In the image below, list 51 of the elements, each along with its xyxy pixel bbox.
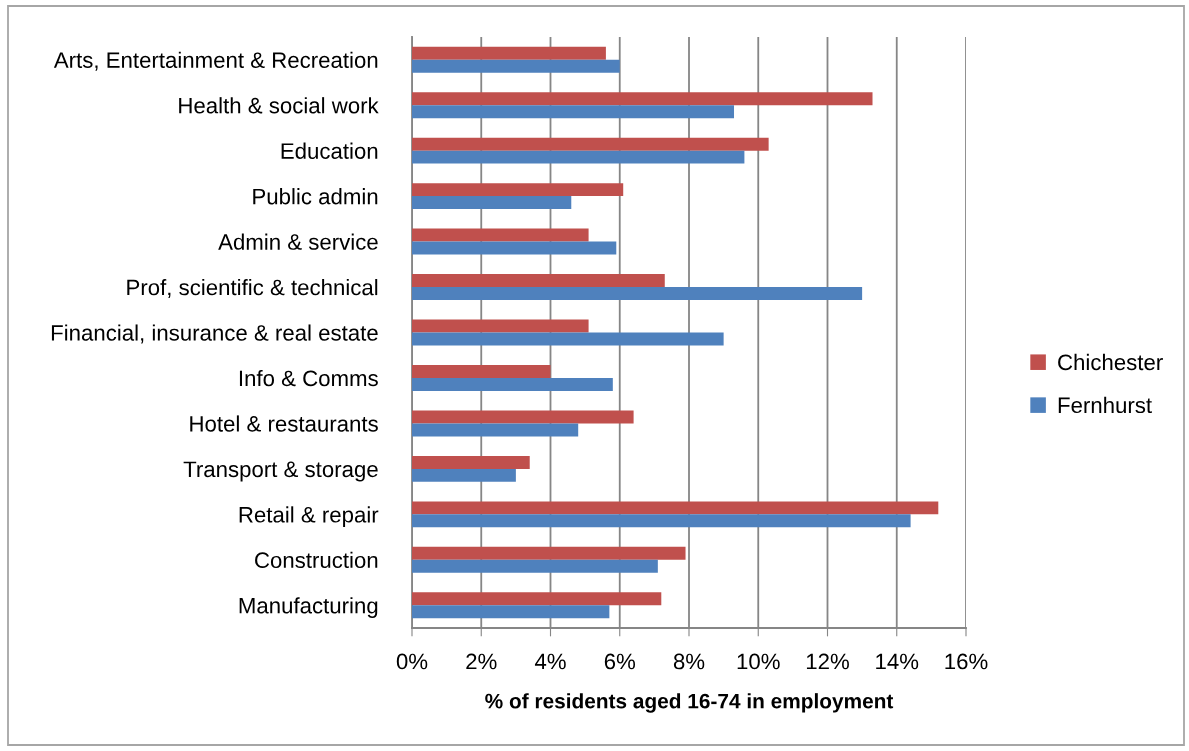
legend-label: Fernhurst xyxy=(1058,396,1152,414)
x-tick-label: 4% xyxy=(534,653,566,670)
y-tick-label: Admin & service xyxy=(218,233,378,250)
x-tick-label: 12% xyxy=(806,653,849,670)
bar xyxy=(412,137,769,151)
x-tick-label: 16% xyxy=(945,653,988,670)
bar xyxy=(412,410,634,424)
x-tick-label: 8% xyxy=(673,653,705,670)
bar xyxy=(412,423,579,437)
y-tick-label: Construction xyxy=(255,551,378,569)
bar xyxy=(412,105,735,119)
bar xyxy=(412,592,662,606)
bar xyxy=(412,332,724,346)
bar xyxy=(412,92,873,106)
bar xyxy=(412,468,516,482)
y-tick-label: Health & social work xyxy=(179,97,379,114)
bar xyxy=(412,46,606,60)
y-tick-label: Education xyxy=(281,142,378,159)
x-tick-label: 10% xyxy=(737,653,780,670)
legend-label: Chichester xyxy=(1058,353,1163,371)
y-tick-label: Manufacturing xyxy=(239,597,378,618)
y-tick-label: Retail & repair xyxy=(239,506,379,528)
bar xyxy=(412,455,530,469)
bar xyxy=(412,377,613,391)
bar xyxy=(412,241,617,255)
bar xyxy=(412,196,572,210)
bar xyxy=(412,546,686,560)
y-tick-label: Prof, scientific & technical xyxy=(127,278,378,298)
x-tick-label: 2% xyxy=(466,653,497,670)
bar xyxy=(412,365,551,378)
bar xyxy=(412,183,624,197)
bar xyxy=(412,559,658,573)
y-tick-label: Transport & storage xyxy=(183,461,378,482)
y-tick-label: Arts, Entertainment & Recreation xyxy=(53,51,378,71)
bar xyxy=(412,319,589,333)
bar xyxy=(412,59,620,73)
bar xyxy=(412,501,939,515)
x-tick-label: 6% xyxy=(604,653,636,670)
y-tick-label: Info & Comms xyxy=(239,369,378,387)
y-tick-label: Financial, insurance & real estate xyxy=(51,324,378,344)
bar xyxy=(412,287,863,300)
x-tick-label: 0% xyxy=(396,653,428,670)
x-axis-title: % of residents aged 16-74 in employment xyxy=(485,693,894,713)
bar xyxy=(412,274,665,288)
y-tick-label: Public admin xyxy=(253,188,378,205)
y-tick-label: Hotel & restaurants xyxy=(190,415,378,432)
x-tick-label: 14% xyxy=(876,653,919,670)
bar xyxy=(412,605,610,619)
bar xyxy=(412,514,911,528)
bar xyxy=(412,228,589,242)
bar xyxy=(412,150,745,164)
